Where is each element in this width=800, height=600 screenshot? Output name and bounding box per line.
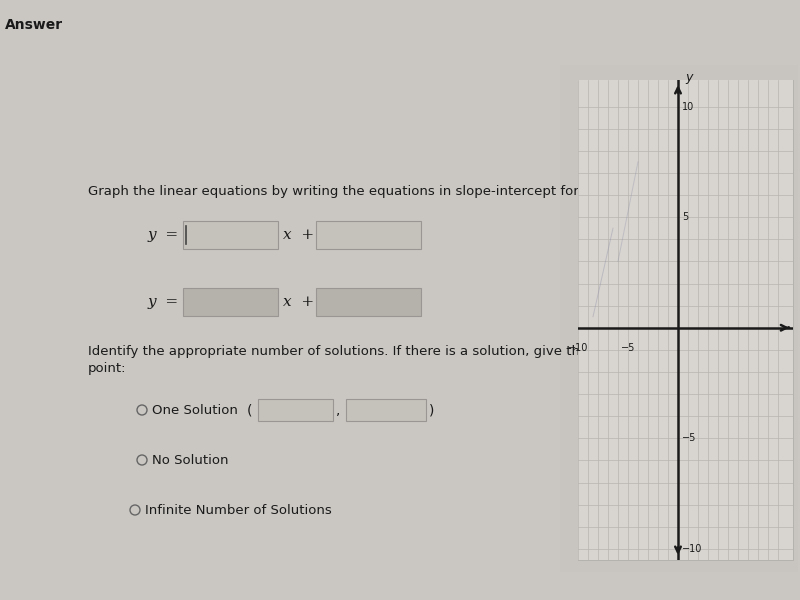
Text: Identify the appropriate number of solutions. If there is a solution, give the: Identify the appropriate number of solut…	[88, 345, 588, 358]
Text: Answer: Answer	[5, 18, 63, 32]
Text: One Solution: One Solution	[152, 403, 238, 416]
Bar	[183, 288, 278, 316]
Text: 10: 10	[682, 101, 694, 112]
Bar	[560, 65, 798, 572]
Text: −5: −5	[682, 433, 696, 443]
Text: Infinite Number of Solutions: Infinite Number of Solutions	[145, 503, 332, 517]
Text: 5: 5	[682, 212, 688, 222]
Bar	[258, 399, 333, 421]
Text: x  +: x +	[283, 295, 314, 309]
Text: y: y	[685, 71, 692, 85]
Text: No Solution: No Solution	[152, 454, 229, 467]
Text: −10: −10	[568, 343, 588, 353]
Text: −5: −5	[621, 343, 635, 353]
Text: ,: ,	[336, 403, 340, 417]
Bar	[183, 221, 278, 249]
Text: −10: −10	[682, 544, 702, 554]
Bar	[316, 288, 421, 316]
Text: x  +: x +	[283, 228, 314, 242]
Text: Graph the linear equations by writing the equations in slope-intercept form:: Graph the linear equations by writing th…	[88, 185, 596, 198]
Text: y  =: y =	[148, 228, 179, 242]
Bar	[316, 221, 421, 249]
Text: (: (	[247, 403, 253, 417]
Text: point:: point:	[88, 362, 126, 375]
Text: y  =: y =	[148, 295, 179, 309]
Bar	[578, 80, 793, 560]
Text: ): )	[429, 403, 434, 417]
Bar	[346, 399, 426, 421]
